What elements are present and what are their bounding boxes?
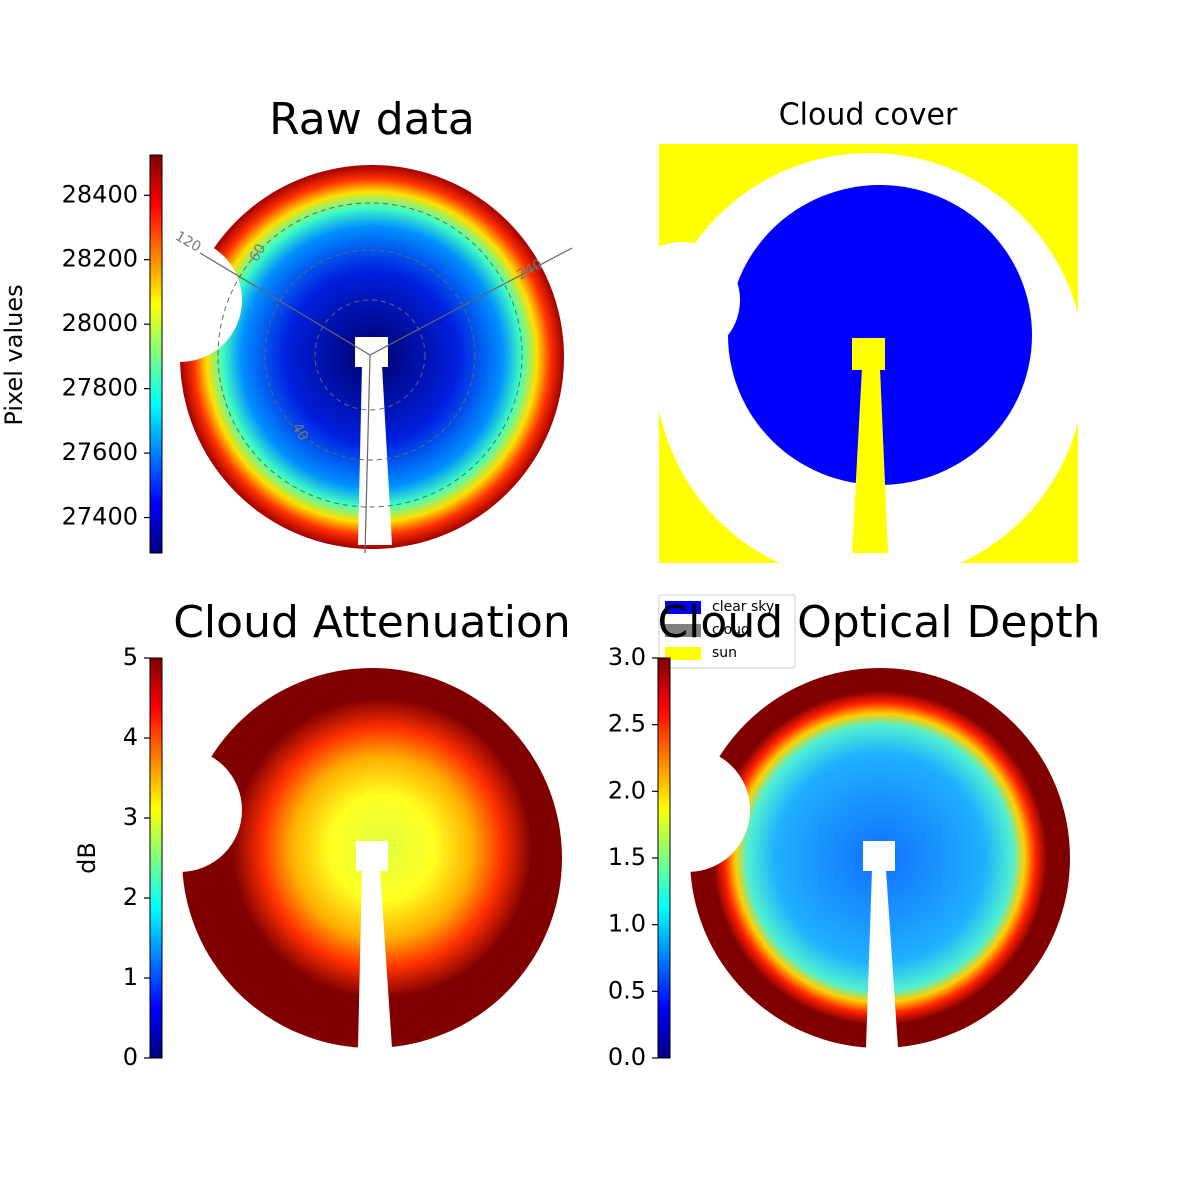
legend-label: cloud	[712, 622, 750, 638]
colorbar-tick-label: 27400	[62, 503, 138, 531]
colorbar-tick-label: 1.5	[608, 843, 646, 871]
panel-title: Cloud Optical Depth	[657, 597, 1100, 648]
colorbar-tick-label: 28200	[62, 245, 138, 273]
legend-swatch	[665, 624, 701, 637]
colorbar-tick-label: 3	[123, 803, 138, 831]
polar-annotation: 60	[247, 241, 270, 264]
colorbar-tick-label: 0.0	[608, 1043, 646, 1071]
colorbar-tick-label: 2.0	[608, 776, 646, 804]
colorbar-tick-label: 28400	[62, 180, 138, 208]
cloud-cover-image	[624, 144, 1085, 583]
colorbar-tick-label: 5	[123, 643, 138, 671]
colorbar-tick-label: 27600	[62, 438, 138, 466]
colorbar-tick-label: 0.5	[608, 976, 646, 1004]
optical-depth-image	[626, 668, 1070, 1048]
panel-title: Raw data	[269, 94, 475, 145]
colorbar-tick-label: 3.0	[608, 643, 646, 671]
colorbar-tick-label: 2.5	[608, 710, 646, 738]
colorbar-tick-label: 2	[123, 883, 138, 911]
colorbar-tick-label: 0	[123, 1043, 138, 1071]
attenuation-image	[118, 668, 562, 1048]
panel-title: Cloud Attenuation	[173, 597, 571, 648]
legend-swatch	[665, 647, 701, 660]
legend-swatch	[665, 601, 701, 614]
panel-title: Cloud cover	[779, 98, 958, 133]
colorbar-label: dB	[73, 842, 101, 874]
legend-label: sun	[712, 645, 737, 661]
polar-annotation: 40	[289, 420, 312, 443]
colorbar-tick-label: 27800	[62, 374, 138, 402]
colorbar-tick-label: 1	[123, 963, 138, 991]
raw-image	[118, 165, 573, 554]
colorbar-tick-label: 28000	[62, 309, 138, 337]
colorbar	[149, 154, 163, 554]
colorbar-label: Pixel values	[0, 284, 28, 425]
colorbar	[657, 657, 671, 1059]
colorbar-tick-label: 4	[123, 723, 138, 751]
legend-label: clear sky	[712, 599, 774, 615]
colorbar	[149, 657, 163, 1059]
colorbar-tick-label: 1.0	[608, 910, 646, 938]
